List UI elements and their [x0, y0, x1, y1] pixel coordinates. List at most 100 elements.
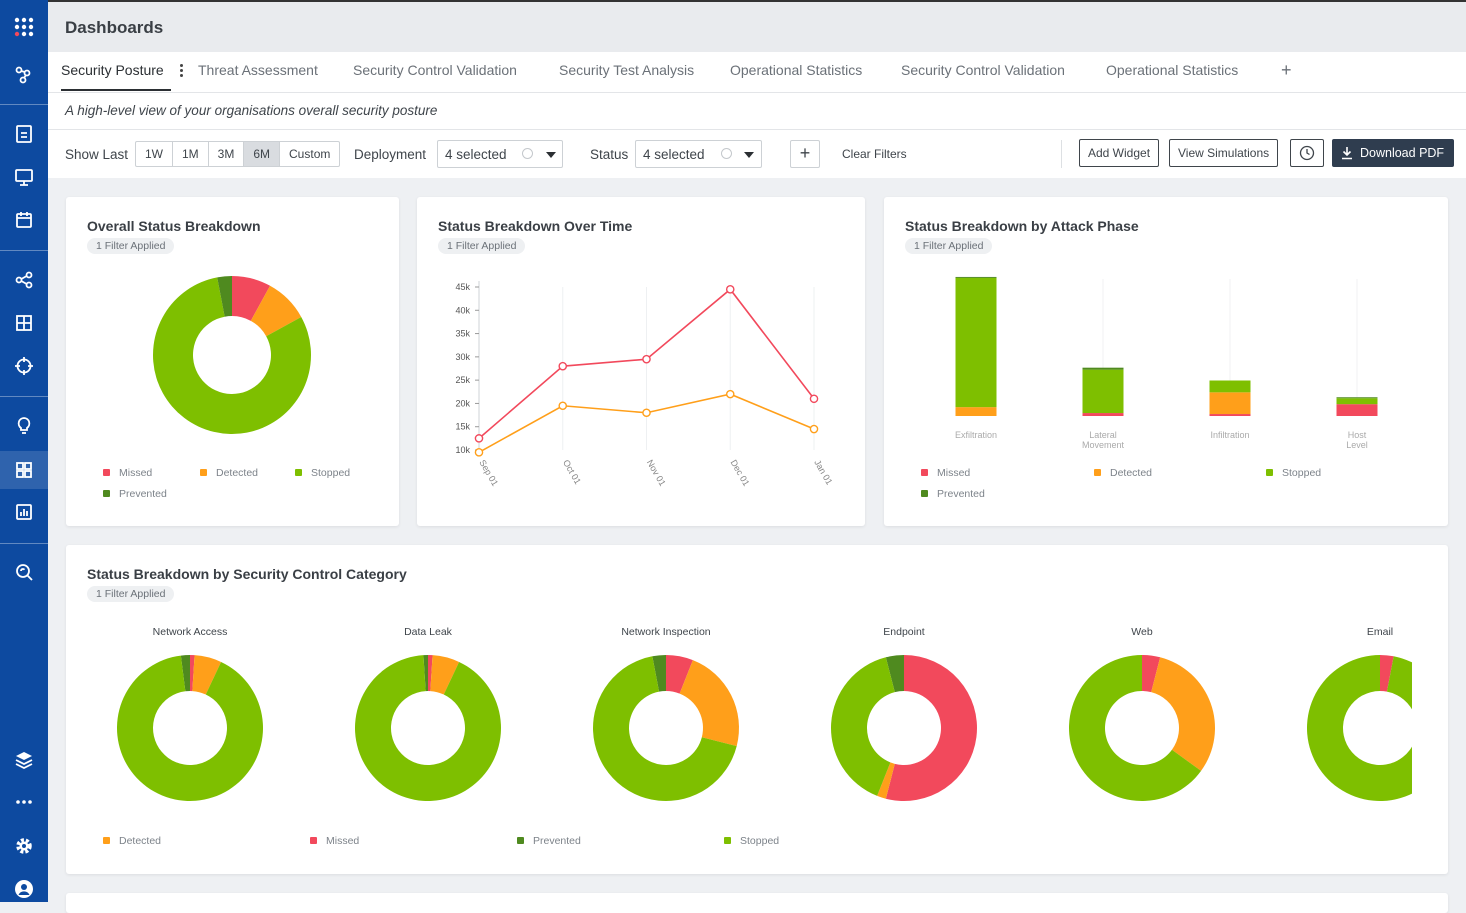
- slice-stopped[interactable]: [354, 655, 501, 801]
- schedule-button[interactable]: [1290, 139, 1324, 167]
- slice-prevented[interactable]: [180, 655, 190, 692]
- data-point[interactable]: [558, 361, 568, 371]
- lightbulb-icon[interactable]: [0, 409, 48, 443]
- slice-stopped[interactable]: [117, 655, 263, 801]
- slice-stopped[interactable]: [830, 657, 895, 796]
- view-simulations-button[interactable]: View Simulations: [1169, 139, 1279, 167]
- slice-prevented[interactable]: [885, 655, 904, 693]
- tab-security-posture[interactable]: Security Posture: [61, 62, 164, 78]
- overall-slice-stopped[interactable]: [153, 277, 311, 434]
- apps-grid-icon[interactable]: [0, 8, 48, 46]
- share-nodes-icon[interactable]: [0, 263, 48, 297]
- bar-segment-prevented[interactable]: [1336, 397, 1378, 399]
- slice-stopped[interactable]: [1069, 655, 1202, 801]
- slice-detected[interactable]: [430, 655, 460, 695]
- status-select[interactable]: 4 selected: [635, 140, 762, 168]
- add-tab-button[interactable]: +: [1281, 60, 1292, 80]
- more-icon[interactable]: [0, 785, 48, 819]
- slice-missed[interactable]: [885, 655, 977, 801]
- legend-missed[interactable]: Missed: [921, 467, 970, 479]
- clear-deployment-icon[interactable]: [522, 148, 533, 159]
- data-point[interactable]: [809, 394, 819, 404]
- bar-segment-stopped[interactable]: [1209, 380, 1251, 393]
- slice-detected[interactable]: [679, 660, 739, 747]
- data-point[interactable]: [474, 434, 484, 443]
- legend-prevented[interactable]: Prevented: [517, 835, 581, 847]
- search-refresh-icon[interactable]: [0, 555, 48, 589]
- graph-nodes-icon[interactable]: [0, 58, 48, 92]
- tab-security-control-validation-2[interactable]: Security Control Validation: [901, 62, 1065, 78]
- legend-detected[interactable]: Detected: [103, 835, 161, 847]
- slice-detected[interactable]: [192, 655, 222, 695]
- slice-detected[interactable]: [1151, 657, 1215, 771]
- bar-segment-prevented[interactable]: [1082, 367, 1124, 370]
- bar-segment-detected[interactable]: [955, 407, 997, 416]
- slice-missed[interactable]: [666, 655, 693, 694]
- slice-stopped[interactable]: [592, 656, 737, 801]
- range-6m-button[interactable]: 6M: [244, 142, 281, 166]
- clear-filters-button[interactable]: Clear Filters: [842, 147, 907, 161]
- legend-stopped[interactable]: Stopped: [295, 467, 350, 479]
- clear-status-icon[interactable]: [721, 148, 732, 159]
- legend-prevented[interactable]: Prevented: [103, 488, 167, 500]
- bar-segment-missed[interactable]: [1082, 413, 1124, 416]
- deployment-select[interactable]: 4 selected: [437, 140, 563, 168]
- range-custom-button[interactable]: Custom: [289, 147, 331, 161]
- slice-missed[interactable]: [1380, 655, 1394, 692]
- data-point[interactable]: [642, 408, 651, 418]
- layers-icon[interactable]: [0, 743, 48, 777]
- bar-segment-missed[interactable]: [1209, 414, 1251, 416]
- legend-detected[interactable]: Detected: [200, 467, 258, 479]
- data-point[interactable]: [558, 401, 568, 411]
- tab-security-test-analysis[interactable]: Security Test Analysis: [559, 62, 695, 78]
- data-point[interactable]: [725, 285, 735, 294]
- slice-stopped[interactable]: [1307, 655, 1453, 801]
- range-3m-button[interactable]: 3M: [209, 142, 245, 166]
- report-icon[interactable]: [0, 117, 48, 151]
- bar-segment-stopped[interactable]: [1336, 398, 1378, 405]
- gear-icon[interactable]: [0, 829, 48, 863]
- add-filter-button[interactable]: +: [790, 140, 820, 168]
- tab-operational-statistics[interactable]: Operational Statistics: [730, 62, 863, 78]
- tab-operational-statistics-2[interactable]: Operational Statistics: [1106, 62, 1239, 78]
- range-1m-button[interactable]: 1M: [173, 142, 209, 166]
- filter-badge[interactable]: 1 Filter Applied: [87, 586, 175, 602]
- legend-missed[interactable]: Missed: [103, 467, 152, 479]
- bar-segment-missed[interactable]: [1336, 404, 1378, 416]
- grid-icon[interactable]: [0, 306, 48, 340]
- crosshair-icon[interactable]: [0, 349, 48, 383]
- legend-detected[interactable]: Detected: [1094, 467, 1152, 479]
- data-point[interactable]: [809, 424, 819, 434]
- add-widget-button[interactable]: Add Widget: [1079, 139, 1160, 167]
- overall-slice-prevented[interactable]: [217, 276, 232, 317]
- slice-detected[interactable]: [877, 762, 895, 799]
- filter-badge[interactable]: 1 Filter Applied: [438, 238, 526, 254]
- data-point[interactable]: [642, 354, 651, 364]
- tab-threat-assessment[interactable]: Threat Assessment: [198, 62, 318, 78]
- user-icon[interactable]: [0, 872, 48, 906]
- tab-security-control-validation[interactable]: Security Control Validation: [353, 62, 517, 78]
- overall-slice-missed[interactable]: [232, 276, 271, 321]
- bar-segment-detected[interactable]: [1209, 392, 1251, 415]
- overall-slice-detected[interactable]: [250, 285, 302, 337]
- slice-missed[interactable]: [428, 655, 433, 692]
- monitor-icon[interactable]: [0, 160, 48, 194]
- legend-stopped[interactable]: Stopped: [1266, 467, 1321, 479]
- range-1w-button[interactable]: 1W: [136, 142, 173, 166]
- legend-stopped[interactable]: Stopped: [724, 835, 779, 847]
- dashboard-icon[interactable]: [0, 451, 48, 489]
- filter-badge[interactable]: 1 Filter Applied: [87, 238, 175, 254]
- calendar-icon[interactable]: [0, 203, 48, 237]
- tab-menu-icon[interactable]: [180, 64, 184, 78]
- legend-missed[interactable]: Missed: [310, 835, 359, 847]
- slice-missed[interactable]: [1142, 655, 1161, 693]
- bar-segment-stopped[interactable]: [1082, 369, 1124, 414]
- slice-missed[interactable]: [190, 655, 195, 692]
- bar-chart-icon[interactable]: [0, 495, 48, 529]
- slice-prevented[interactable]: [652, 655, 666, 692]
- legend-prevented[interactable]: Prevented: [921, 488, 985, 500]
- data-point[interactable]: [474, 448, 484, 457]
- slice-prevented[interactable]: [423, 655, 428, 692]
- bar-segment-stopped[interactable]: [955, 277, 997, 408]
- data-point[interactable]: [725, 389, 735, 399]
